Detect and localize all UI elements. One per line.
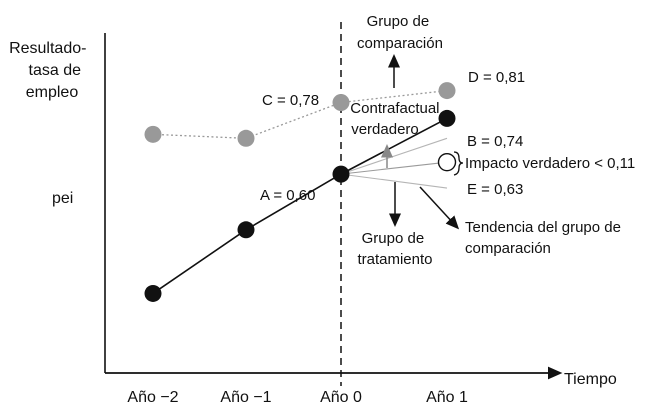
impact-bracket [453, 151, 464, 176]
treatment-group-label-line-1: Grupo de [362, 230, 425, 247]
impact-label: Impacto verdadero < 0,11 [465, 155, 635, 172]
comparison-series-line [152, 89, 448, 139]
comparison-point [332, 94, 350, 112]
y-tick-label-pei: pei [52, 190, 73, 207]
counterfactual-trend-line [340, 161, 448, 175]
treatment-point [237, 221, 255, 239]
comparison-trend-label: Tendencia del grupo de comparación [465, 219, 625, 257]
comparison-group-label-line-2: comparación [357, 35, 443, 52]
arrow-comparison-trend [419, 186, 460, 230]
treatment-point [144, 284, 162, 302]
y-axis-title-line-1: Resultado- [9, 40, 86, 57]
point-label-b: B = 0,74 [467, 133, 523, 150]
comparison-group-label: Grupo de comparación [357, 13, 443, 52]
comparison-point [144, 125, 162, 143]
counterfactual-point-e [437, 152, 457, 172]
point-label-c: C = 0,78 [262, 92, 319, 109]
treatment-group-label: Grupo de tratamiento [357, 230, 432, 268]
x-tick-label: Año 1 [426, 389, 468, 406]
chart-marks [144, 82, 457, 302]
counterfactual-label: Contrafactual verdadero [350, 100, 443, 138]
point-label-e: E = 0,63 [467, 181, 523, 198]
y-axis-title-line-3: empleo [26, 84, 79, 101]
comparison-point [438, 82, 456, 100]
point-label-d: D = 0,81 [468, 69, 525, 86]
x-tick-label: Año −1 [220, 389, 271, 406]
comparison-group-label-line-1: Grupo de [367, 13, 430, 30]
treatment-group-label-line-2: tratamiento [357, 251, 432, 268]
counterfactual-label-line-2: verdadero [351, 121, 419, 138]
counterfactual-trend-line-lower [340, 173, 448, 189]
y-axis-title: Resultado- tasa de empleo [9, 40, 91, 101]
treatment-point [332, 165, 350, 183]
counterfactual-trend-line-upper [340, 137, 448, 175]
comparison-trend-label-line-2: comparación [465, 240, 551, 257]
x-axis-title: Tiempo [564, 371, 617, 388]
comparison-trend-label-line-1: Tendencia del grupo de [465, 219, 621, 236]
treatment-series-line [152, 117, 448, 295]
treatment-point [438, 109, 456, 127]
point-label-a: A = 0,60 [260, 187, 315, 204]
x-tick-label: Año −2 [127, 389, 178, 406]
comparison-point [237, 129, 255, 147]
counterfactual-label-line-1: Contrafactual [350, 100, 439, 117]
y-axis-title-line-2: tasa de [29, 62, 82, 79]
x-tick-label: Año 0 [320, 389, 362, 406]
